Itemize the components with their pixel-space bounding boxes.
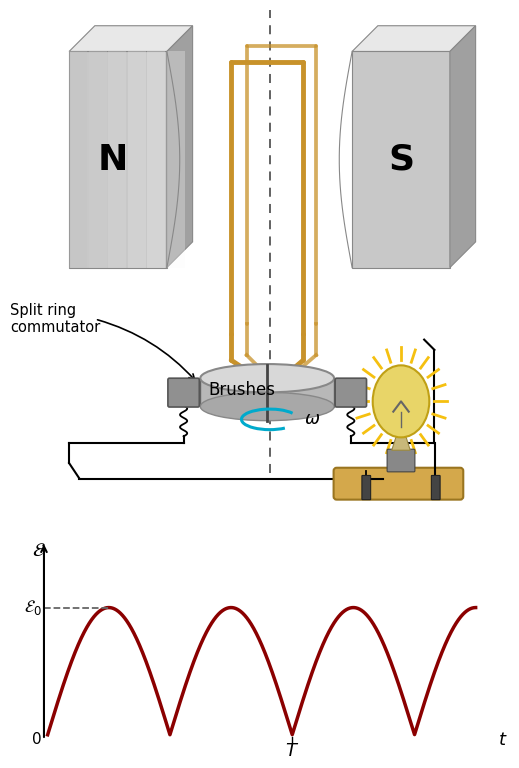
- Text: $\omega$: $\omega$: [304, 410, 321, 429]
- Polygon shape: [69, 26, 193, 51]
- Polygon shape: [69, 51, 87, 267]
- FancyBboxPatch shape: [387, 449, 415, 472]
- Polygon shape: [89, 51, 107, 267]
- Ellipse shape: [200, 364, 334, 392]
- Polygon shape: [200, 378, 334, 406]
- FancyBboxPatch shape: [334, 468, 463, 500]
- Text: S: S: [388, 143, 414, 177]
- Polygon shape: [167, 51, 185, 267]
- FancyBboxPatch shape: [362, 475, 371, 500]
- Ellipse shape: [200, 392, 334, 421]
- FancyBboxPatch shape: [431, 475, 440, 500]
- Polygon shape: [450, 26, 475, 267]
- FancyBboxPatch shape: [168, 378, 199, 407]
- Polygon shape: [167, 26, 193, 267]
- Text: Brushes: Brushes: [208, 381, 275, 399]
- Text: $T$: $T$: [285, 743, 299, 760]
- Text: $\mathcal{E}_0$: $\mathcal{E}_0$: [24, 598, 42, 617]
- Text: N: N: [98, 143, 128, 177]
- Polygon shape: [69, 51, 167, 267]
- Polygon shape: [108, 51, 126, 267]
- Polygon shape: [352, 51, 450, 267]
- FancyBboxPatch shape: [335, 378, 366, 407]
- Text: $\mathcal{E}$: $\mathcal{E}$: [32, 541, 46, 561]
- Polygon shape: [128, 51, 146, 267]
- Text: $t$: $t$: [498, 731, 507, 749]
- Ellipse shape: [373, 366, 429, 438]
- Text: Split ring
commutator: Split ring commutator: [10, 303, 100, 335]
- Polygon shape: [147, 51, 166, 267]
- Polygon shape: [392, 438, 410, 450]
- Polygon shape: [352, 26, 475, 51]
- Text: 0: 0: [32, 733, 42, 747]
- Polygon shape: [260, 378, 290, 406]
